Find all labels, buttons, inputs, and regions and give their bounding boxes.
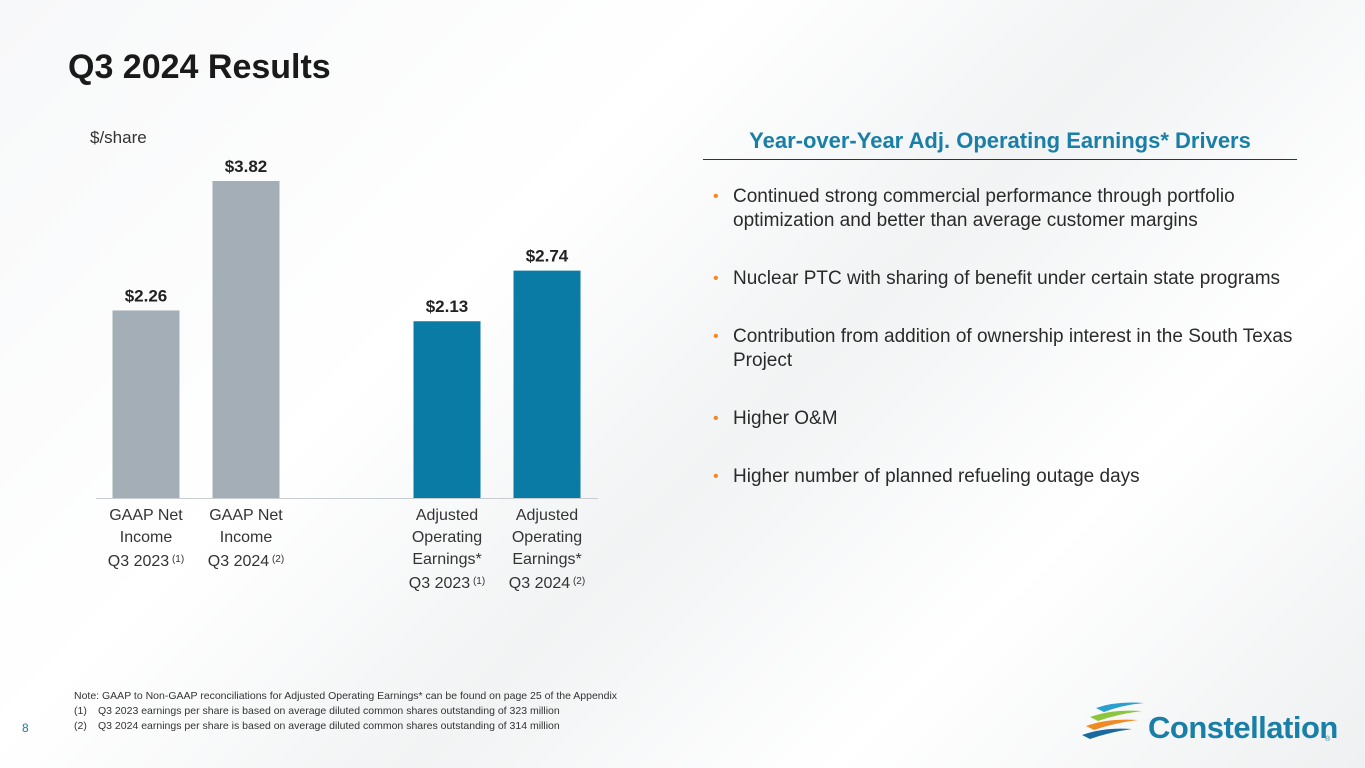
category-label-2: GAAP Net Income Q3 2024 (2) xyxy=(207,507,285,570)
category-label-3: Adjusted Operating Earnings* Q3 2023 (1) xyxy=(408,507,486,592)
list-item: • Higher O&M xyxy=(713,408,838,429)
bar-3 xyxy=(413,321,481,498)
list-item: • Continued strong commercial performance… xyxy=(713,186,1235,231)
bar-chart: $2.26 $3.82 $2.13 $2.74 xyxy=(96,157,598,499)
bar-2 xyxy=(212,181,280,498)
list-item: • Nuclear PTC with sharing of benefit und… xyxy=(713,268,1281,289)
drivers-divider xyxy=(703,159,1297,160)
bullet-icon: • xyxy=(713,270,719,287)
data-label-4: $2.74 xyxy=(526,247,569,266)
footnotes: Note: GAAP to Non-GAAP reconciliations f… xyxy=(74,689,617,734)
brand-name: Constellation xyxy=(1148,710,1338,745)
registered-mark: ® xyxy=(1325,736,1331,743)
page-number: 8 xyxy=(22,721,29,735)
page-title: Q3 2024 Results xyxy=(68,48,331,86)
bar-4 xyxy=(513,270,581,498)
constellation-logo: Constellation ® xyxy=(1082,700,1342,750)
unit-label: $/share xyxy=(90,128,147,147)
logo-swoosh-icon xyxy=(1082,702,1144,739)
bar-1 xyxy=(112,310,180,498)
data-label-1: $2.26 xyxy=(125,286,168,305)
footnote-2: (2) Q3 2024 earnings per share is based o… xyxy=(74,720,560,732)
drivers-title: Year-over-Year Adj. Operating Earnings* … xyxy=(749,128,1251,153)
footnote-1: (1) Q3 2023 earnings per share is based o… xyxy=(74,705,560,717)
bullet-icon: • xyxy=(713,468,719,485)
drivers-list: • Continued strong commercial performance… xyxy=(713,185,1303,523)
data-label-3: $2.13 xyxy=(426,297,469,316)
footnote-main: Note: GAAP to Non-GAAP reconciliations f… xyxy=(74,690,618,702)
list-item: • Contribution from addition of ownership… xyxy=(713,326,1293,371)
bullet-icon: • xyxy=(713,188,719,205)
bullet-icon: • xyxy=(713,328,719,345)
category-label-1: GAAP Net Income Q3 2023 (1) xyxy=(107,507,185,570)
category-label-4: Adjusted Operating Earnings* Q3 2024 (2) xyxy=(508,507,586,592)
data-label-2: $3.82 xyxy=(225,157,268,176)
list-item: • Higher number of planned refueling outa… xyxy=(713,466,1140,487)
bullet-icon: • xyxy=(713,410,719,427)
